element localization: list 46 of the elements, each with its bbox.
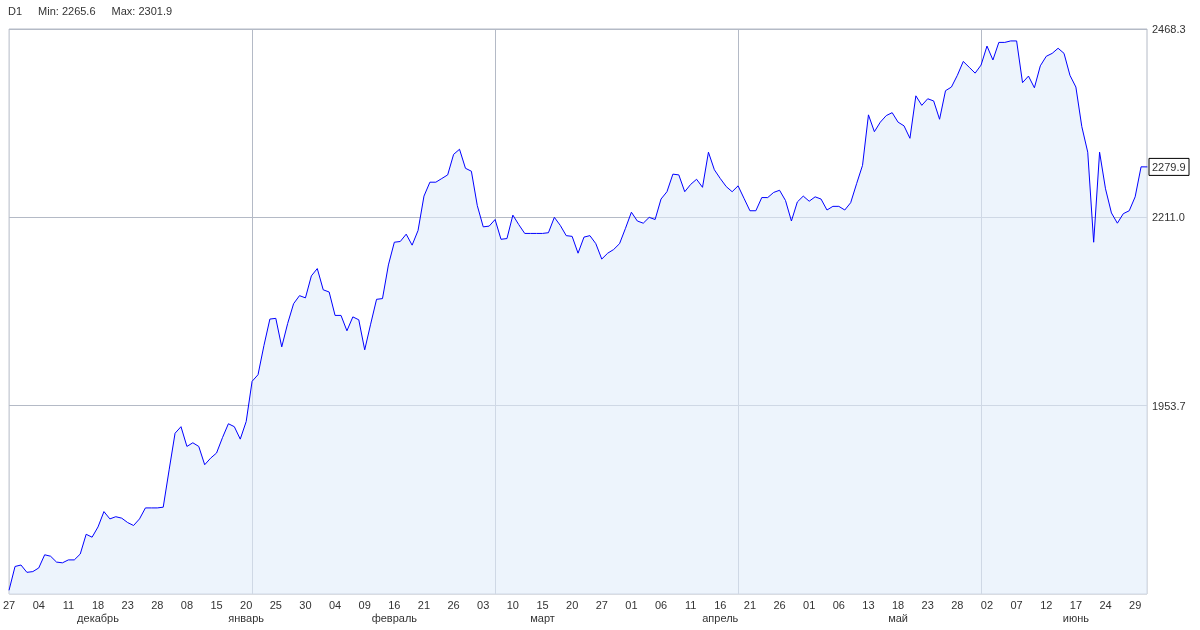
x-tick-label: 02: [980, 598, 994, 611]
y-tick-label: 1953.7: [1152, 399, 1186, 412]
x-tick-label: 26: [773, 598, 786, 611]
x-tick-label: 11: [684, 598, 697, 611]
x-tick-label: 03: [477, 598, 490, 611]
x-tick-label: 01: [625, 598, 638, 611]
x-tick-label: 08: [180, 598, 194, 611]
y-tick-label: 2468.3: [1152, 23, 1186, 35]
text: Min: 2265.6: [38, 5, 96, 18]
x-tick-label: 28: [951, 598, 964, 611]
x-tick-label: 09: [358, 598, 371, 611]
x-tick-label: 01: [803, 598, 816, 611]
x-tick-label: 23: [921, 598, 934, 611]
x-tick-label: 04: [328, 598, 342, 611]
x-tick-label: 21: [743, 598, 757, 611]
x-tick-label: 16 апрель: [702, 598, 739, 624]
x-tick-label: 06: [654, 598, 668, 611]
text: Max: 2301.9: [111, 5, 173, 18]
x-tick-label: 11: [62, 598, 75, 611]
x-tick-label: 25: [269, 598, 282, 611]
x-tick-label: 06: [832, 598, 845, 611]
chart-title: D1: [8, 5, 23, 18]
annotation: 2279.9: [1152, 160, 1186, 173]
x-tick-label: 17 июнь: [1062, 598, 1090, 624]
x-tick-label: 13: [862, 598, 875, 611]
x-tick-label: 23: [121, 598, 134, 611]
x-tick-label: 16 февраль: [371, 598, 418, 624]
x-tick-label: 20 январь: [228, 598, 265, 624]
x-tick-label: 24: [1099, 598, 1112, 611]
x-tick-label: 18 май: [888, 598, 908, 624]
x-tick-label: 28: [151, 598, 164, 611]
x-tick-label: 18 декабрь: [77, 598, 120, 624]
y-tick-label: 2211.0: [1152, 211, 1185, 224]
x-tick-label: 27: [2, 598, 16, 611]
x-tick-label: 15: [210, 598, 223, 611]
x-tick-label: 30: [299, 598, 312, 611]
x-tick-label: 29: [1129, 598, 1142, 611]
x-tick-label: 20: [566, 598, 579, 611]
x-tick-label: 27: [595, 598, 608, 611]
x-tick-label: 07: [1010, 598, 1023, 611]
x-tick-label: 12: [1040, 598, 1053, 611]
x-tick-label: 15 март: [530, 598, 555, 624]
x-tick-label: 21: [417, 598, 431, 611]
x-tick-label: 04: [32, 598, 45, 611]
x-tick-label: 26: [447, 598, 460, 611]
x-tick-label: 10: [506, 598, 519, 611]
